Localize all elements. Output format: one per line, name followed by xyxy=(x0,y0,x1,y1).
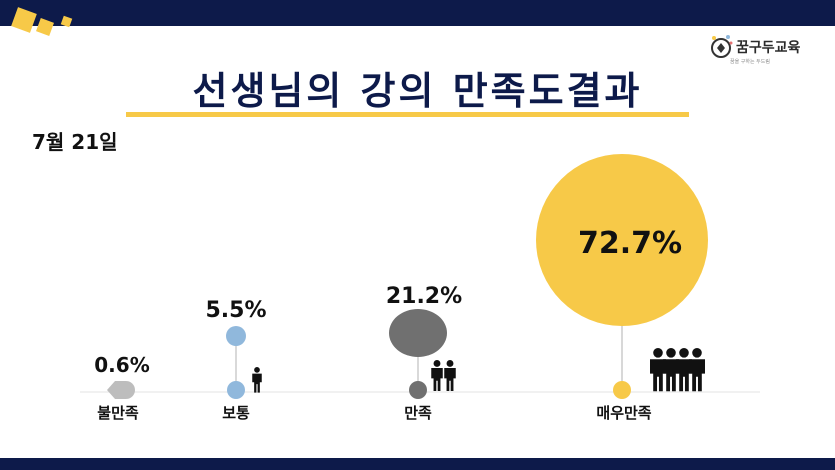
bubble-marker xyxy=(107,381,135,399)
brand-name: 꿈구두교육 xyxy=(736,40,801,56)
person-icon xyxy=(663,348,679,392)
value-label: 0.6% xyxy=(94,353,149,377)
category-label: 매우만족 xyxy=(596,404,651,422)
category-label: 보통 xyxy=(222,404,250,422)
brand-logo: 꿈구두교육 xyxy=(708,34,800,60)
top-bar xyxy=(0,0,835,26)
person-icon xyxy=(689,348,705,392)
person-icon xyxy=(676,348,692,392)
title-underline xyxy=(126,112,689,117)
base-dot xyxy=(613,381,631,399)
bottom-bar xyxy=(0,458,835,470)
person-icon xyxy=(650,348,666,392)
person-icon xyxy=(444,360,456,392)
base-dot xyxy=(227,381,245,399)
value-label: 21.2% xyxy=(386,284,462,309)
value-bubble xyxy=(226,326,246,346)
page-title: 선생님의 강의 만족도결과 xyxy=(192,69,643,113)
value-label: 72.7% xyxy=(578,226,682,261)
category-label: 불만족 xyxy=(97,404,139,422)
date-label: 7월 21일 xyxy=(32,130,118,154)
value-bubble xyxy=(389,309,447,357)
value-bubble xyxy=(536,154,708,326)
value-label: 5.5% xyxy=(205,298,266,323)
brand-subtitle: 꿈을 구하는 두드림 xyxy=(730,59,770,65)
category-label: 만족 xyxy=(404,404,432,422)
base-dot xyxy=(409,381,427,399)
person-icon xyxy=(252,367,262,393)
person-icon xyxy=(431,360,443,392)
hand-heart-icon xyxy=(711,35,733,58)
